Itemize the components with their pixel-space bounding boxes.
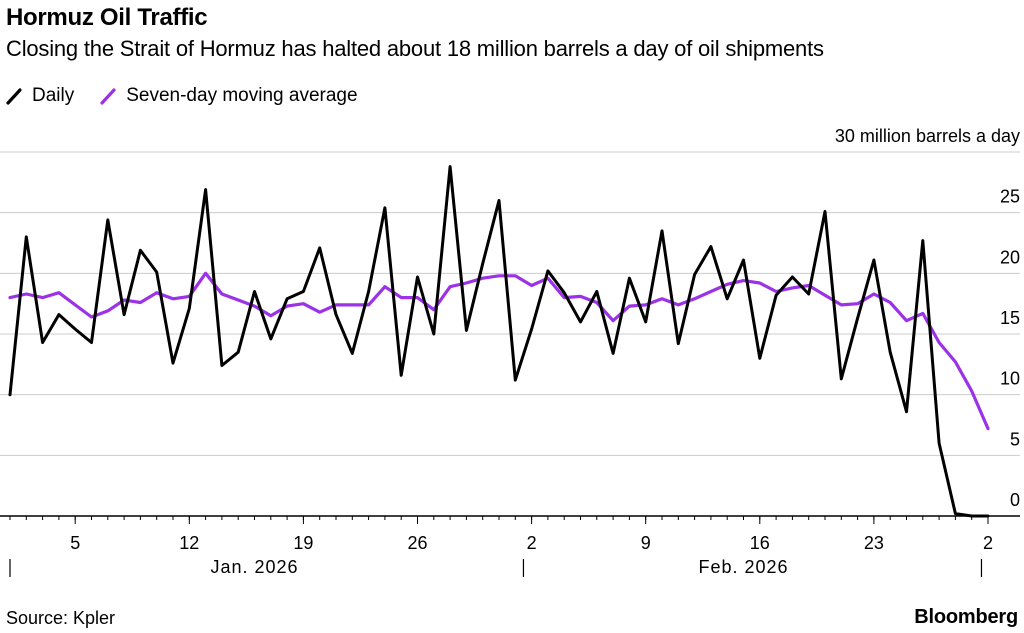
chart-subtitle: Closing the Strait of Hormuz has halted … [6, 36, 824, 61]
series-line-moving-average [8, 271, 990, 431]
legend-swatch-ma-line [100, 88, 116, 105]
y-tick-label: 15 [1000, 308, 1020, 328]
x-tick-label: 2 [527, 533, 537, 553]
x-tick-label: 2 [983, 533, 993, 553]
bloomberg-logo: Bloomberg [914, 606, 1018, 628]
x-tick-label: 16 [750, 533, 770, 553]
x-axis: 5 12 19 26 2 9 16 23 2 Jan. 2026 Feb. 2026 [0, 515, 1020, 577]
x-tick-label: 5 [70, 533, 80, 553]
y-tick-label: 5 [1010, 429, 1020, 449]
month-label: Jan. 2026 [210, 557, 298, 577]
legend-label-moving-average: Seven-day moving average [126, 85, 358, 106]
y-axis-unit-label: 30 million barrels a day [835, 126, 1020, 146]
x-tick-label: 12 [179, 533, 199, 553]
legend-swatch-daily-line [6, 88, 22, 105]
x-tick-label: 9 [641, 533, 651, 553]
legend-label-daily: Daily [32, 85, 75, 106]
legend-swatch-moving-average [100, 88, 116, 105]
data-series [8, 165, 990, 518]
x-tick-label: 26 [407, 533, 427, 553]
y-tick-label: 10 [1000, 369, 1020, 389]
source-note: Source: Kpler [6, 608, 116, 628]
series-line-daily [8, 165, 990, 518]
x-tick-label: 23 [864, 533, 884, 553]
y-tick-label: 25 [1000, 187, 1020, 207]
y-tick-label: 20 [1000, 247, 1020, 267]
legend-item-daily: Daily [6, 85, 74, 107]
grid-lines [0, 151, 1020, 456]
legend: Daily Seven-day moving average [6, 84, 384, 108]
chart-title: Hormuz Oil Traffic [6, 4, 208, 31]
legend-item-moving-average: Seven-day moving average [100, 85, 358, 107]
y-tick-label: 0 [1010, 490, 1020, 510]
x-tick-label: 19 [293, 533, 313, 553]
legend-swatch-daily [6, 88, 22, 105]
y-axis: 30 million barrels a day 0 5 10 15 20 25 [835, 126, 1020, 510]
month-label: Feb. 2026 [698, 557, 788, 577]
